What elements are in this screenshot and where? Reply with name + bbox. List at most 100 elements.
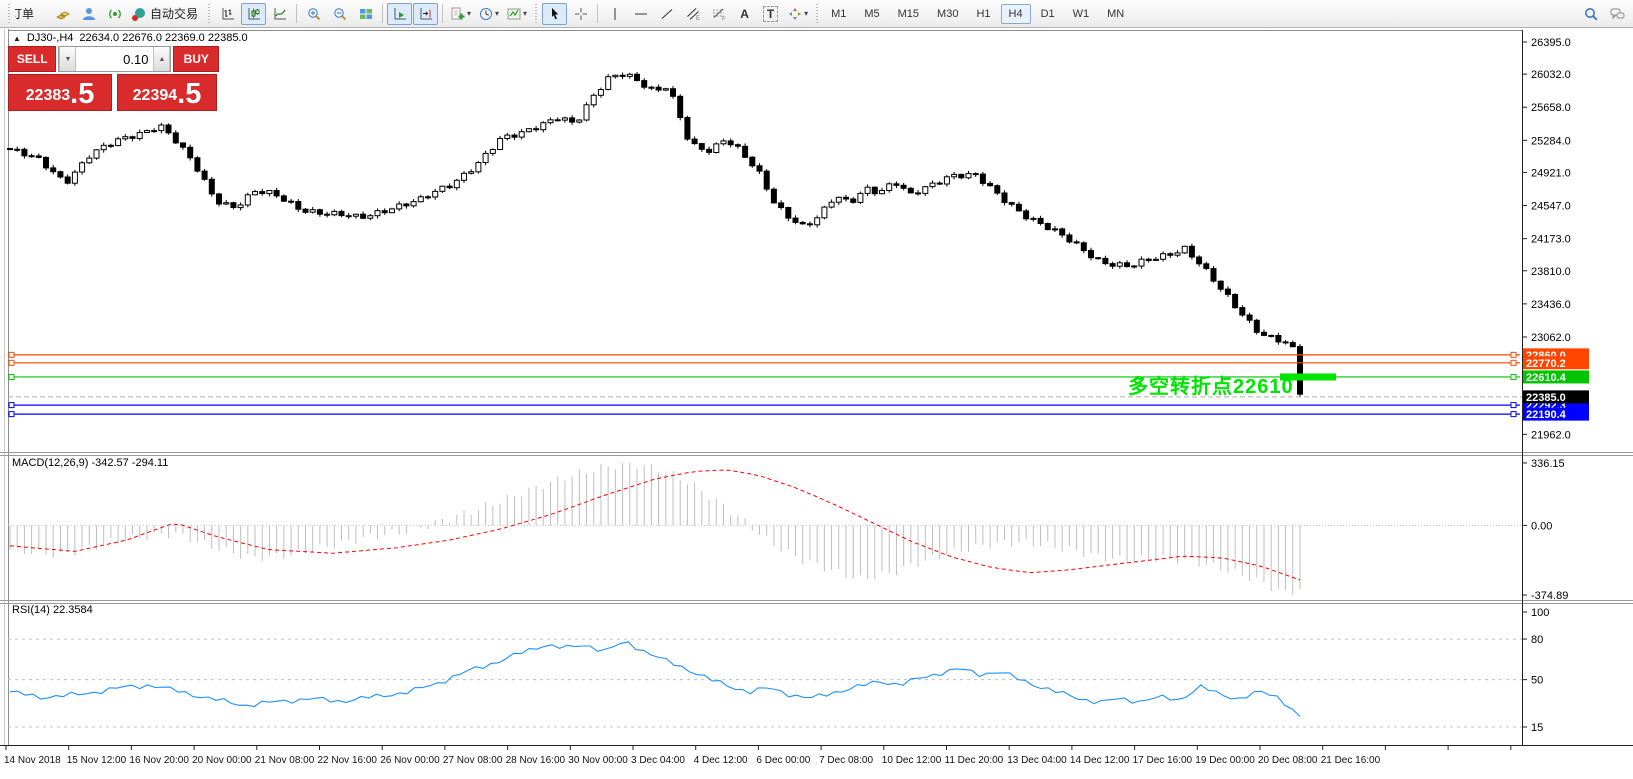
toolbar-grip[interactable] [7,3,11,24]
time-tick-label: 27 Nov 08:00 [443,755,503,766]
cursor-icon [551,7,558,19]
line-handle[interactable] [8,351,15,358]
line-handle[interactable] [8,373,15,380]
sell-price-button[interactable]: 22383.5 [8,74,112,111]
time-tick-label: 17 Dec 16:00 [1133,755,1193,766]
price-tick-label: 26032.0 [1531,69,1571,81]
auto-scroll-icon [394,7,406,19]
autotrading-icon [132,7,145,21]
chart-shift-icon [420,7,432,19]
cursor-button[interactable] [542,2,568,25]
timeframe-h4-button[interactable]: H4 [1000,3,1031,24]
timeframe-m15-button[interactable]: M15 [890,4,927,24]
toolbar-grip[interactable] [207,3,212,24]
svg-text:F: F [722,16,726,22]
zoom-in-icon [307,7,320,20]
toolbar-grip[interactable] [534,3,539,24]
autotrading-button[interactable]: 自动交易 [128,3,203,25]
rsi-tick-label: 100 [1531,607,1549,619]
collapse-chart-icon[interactable]: ▲ [13,33,21,43]
line-chart-icon [274,7,286,19]
crosshair-button[interactable] [568,3,593,25]
equidistant-channel-icon: E [686,7,700,22]
line-chart-button[interactable] [267,3,292,25]
bar-chart-button[interactable] [215,3,240,25]
templates-button[interactable]: ▾ [503,3,530,25]
line-handle[interactable] [8,411,15,418]
volume-decrease-button[interactable]: ▼ [59,47,77,71]
chart-symbol-period: DJ30-,H4 [26,32,74,44]
time-tick-label: 7 Dec 08:00 [819,755,873,766]
signals-button[interactable] [102,3,127,25]
horizontal-line-icon [634,13,647,14]
zoom-in-button[interactable] [301,3,326,25]
pivot-highlight-segment[interactable] [1280,373,1336,381]
dropdown-arrow-icon: ▾ [495,8,500,18]
timeframe-m5-button[interactable]: M5 [856,4,887,24]
axis-price-flag [1523,407,1589,421]
price-tick-label: 24173.0 [1531,234,1571,246]
gold-icon [55,11,70,19]
candlestick-chart-button[interactable] [241,2,267,25]
timeframe-w1-button[interactable]: W1 [1065,4,1098,24]
crosshair-icon [574,7,587,20]
rsi-tick-label: 50 [1531,675,1543,687]
timeframe-d1-button[interactable]: D1 [1033,4,1063,24]
user-icon [82,7,95,20]
time-tick-label: 4 Dec 12:00 [694,755,748,766]
timeframe-m30-button[interactable]: M30 [929,4,966,24]
sell-button[interactable]: SELL [8,46,57,72]
rsi-tick-label: 80 [1531,634,1543,646]
line-handle[interactable] [1510,373,1517,380]
line-handle[interactable] [1510,359,1517,366]
macd-tick-label: -374.89 [1531,590,1568,602]
trendline-tool-button[interactable] [654,3,679,25]
periods-button[interactable]: ▾ [475,3,502,25]
macd-name: MACD(12,26,9) [12,457,89,469]
arrows-tool-button[interactable]: ▾ [784,3,811,25]
pivot-annotation-text[interactable]: 多空转折点22610 [1128,376,1294,398]
axis-price-flag-text: 22770.2 [1526,358,1566,370]
horizontal-line-tool-button[interactable] [628,3,653,25]
line-handle[interactable] [1510,351,1517,358]
channel-tool-button[interactable]: E [680,3,705,25]
buy-price-fraction: .5 [177,78,202,110]
line-handle[interactable] [8,359,15,366]
price-tick-label: 25284.0 [1531,135,1571,147]
new-order-label: 订单 [15,7,35,21]
rsi-value: 22.3584 [52,604,93,616]
rsi-tick-label: 15 [1531,722,1543,734]
text-label-tool-button[interactable]: T [758,3,783,25]
buy-button[interactable]: BUY [173,46,219,72]
chart-shift-button[interactable] [413,2,439,25]
volume-increase-button[interactable]: ▲ [153,47,171,71]
tile-windows-button[interactable] [353,3,378,25]
search-button[interactable] [1578,3,1603,25]
macd-tick-label: 336.15 [1531,458,1565,470]
price-tick-label: 23436.0 [1531,299,1571,311]
timeframe-h1-button[interactable]: H1 [968,4,998,24]
new-order-button[interactable]: 订单 [15,5,49,22]
bar-chart-icon [222,7,234,19]
line-handle[interactable] [8,402,15,409]
community-button[interactable] [76,3,101,25]
volume-input[interactable] [76,47,154,71]
fibonacci-tool-button[interactable]: F [706,3,731,25]
timeframe-mn-button[interactable]: MN [1099,4,1132,24]
zoom-out-button[interactable] [327,3,352,25]
timeframe-m1-button[interactable]: M1 [823,4,854,24]
metaeditor-button[interactable] [50,3,75,25]
line-handle[interactable] [1510,402,1517,409]
indicators-button[interactable]: ▾ [447,3,474,25]
auto-scroll-button[interactable] [387,2,413,25]
toolbar-grip[interactable] [815,3,820,24]
chat-button[interactable] [1604,3,1629,25]
buy-price-button[interactable]: 22394.5 [117,74,217,111]
time-tick-label: 16 Nov 20:00 [129,755,189,766]
line-handle[interactable] [1510,411,1517,418]
vertical-line-tool-button[interactable] [602,3,627,25]
buy-price-main: 22394 [132,87,178,104]
time-tick-label: 21 Dec 16:00 [1321,755,1381,766]
text-tool-button[interactable]: A [732,3,757,25]
